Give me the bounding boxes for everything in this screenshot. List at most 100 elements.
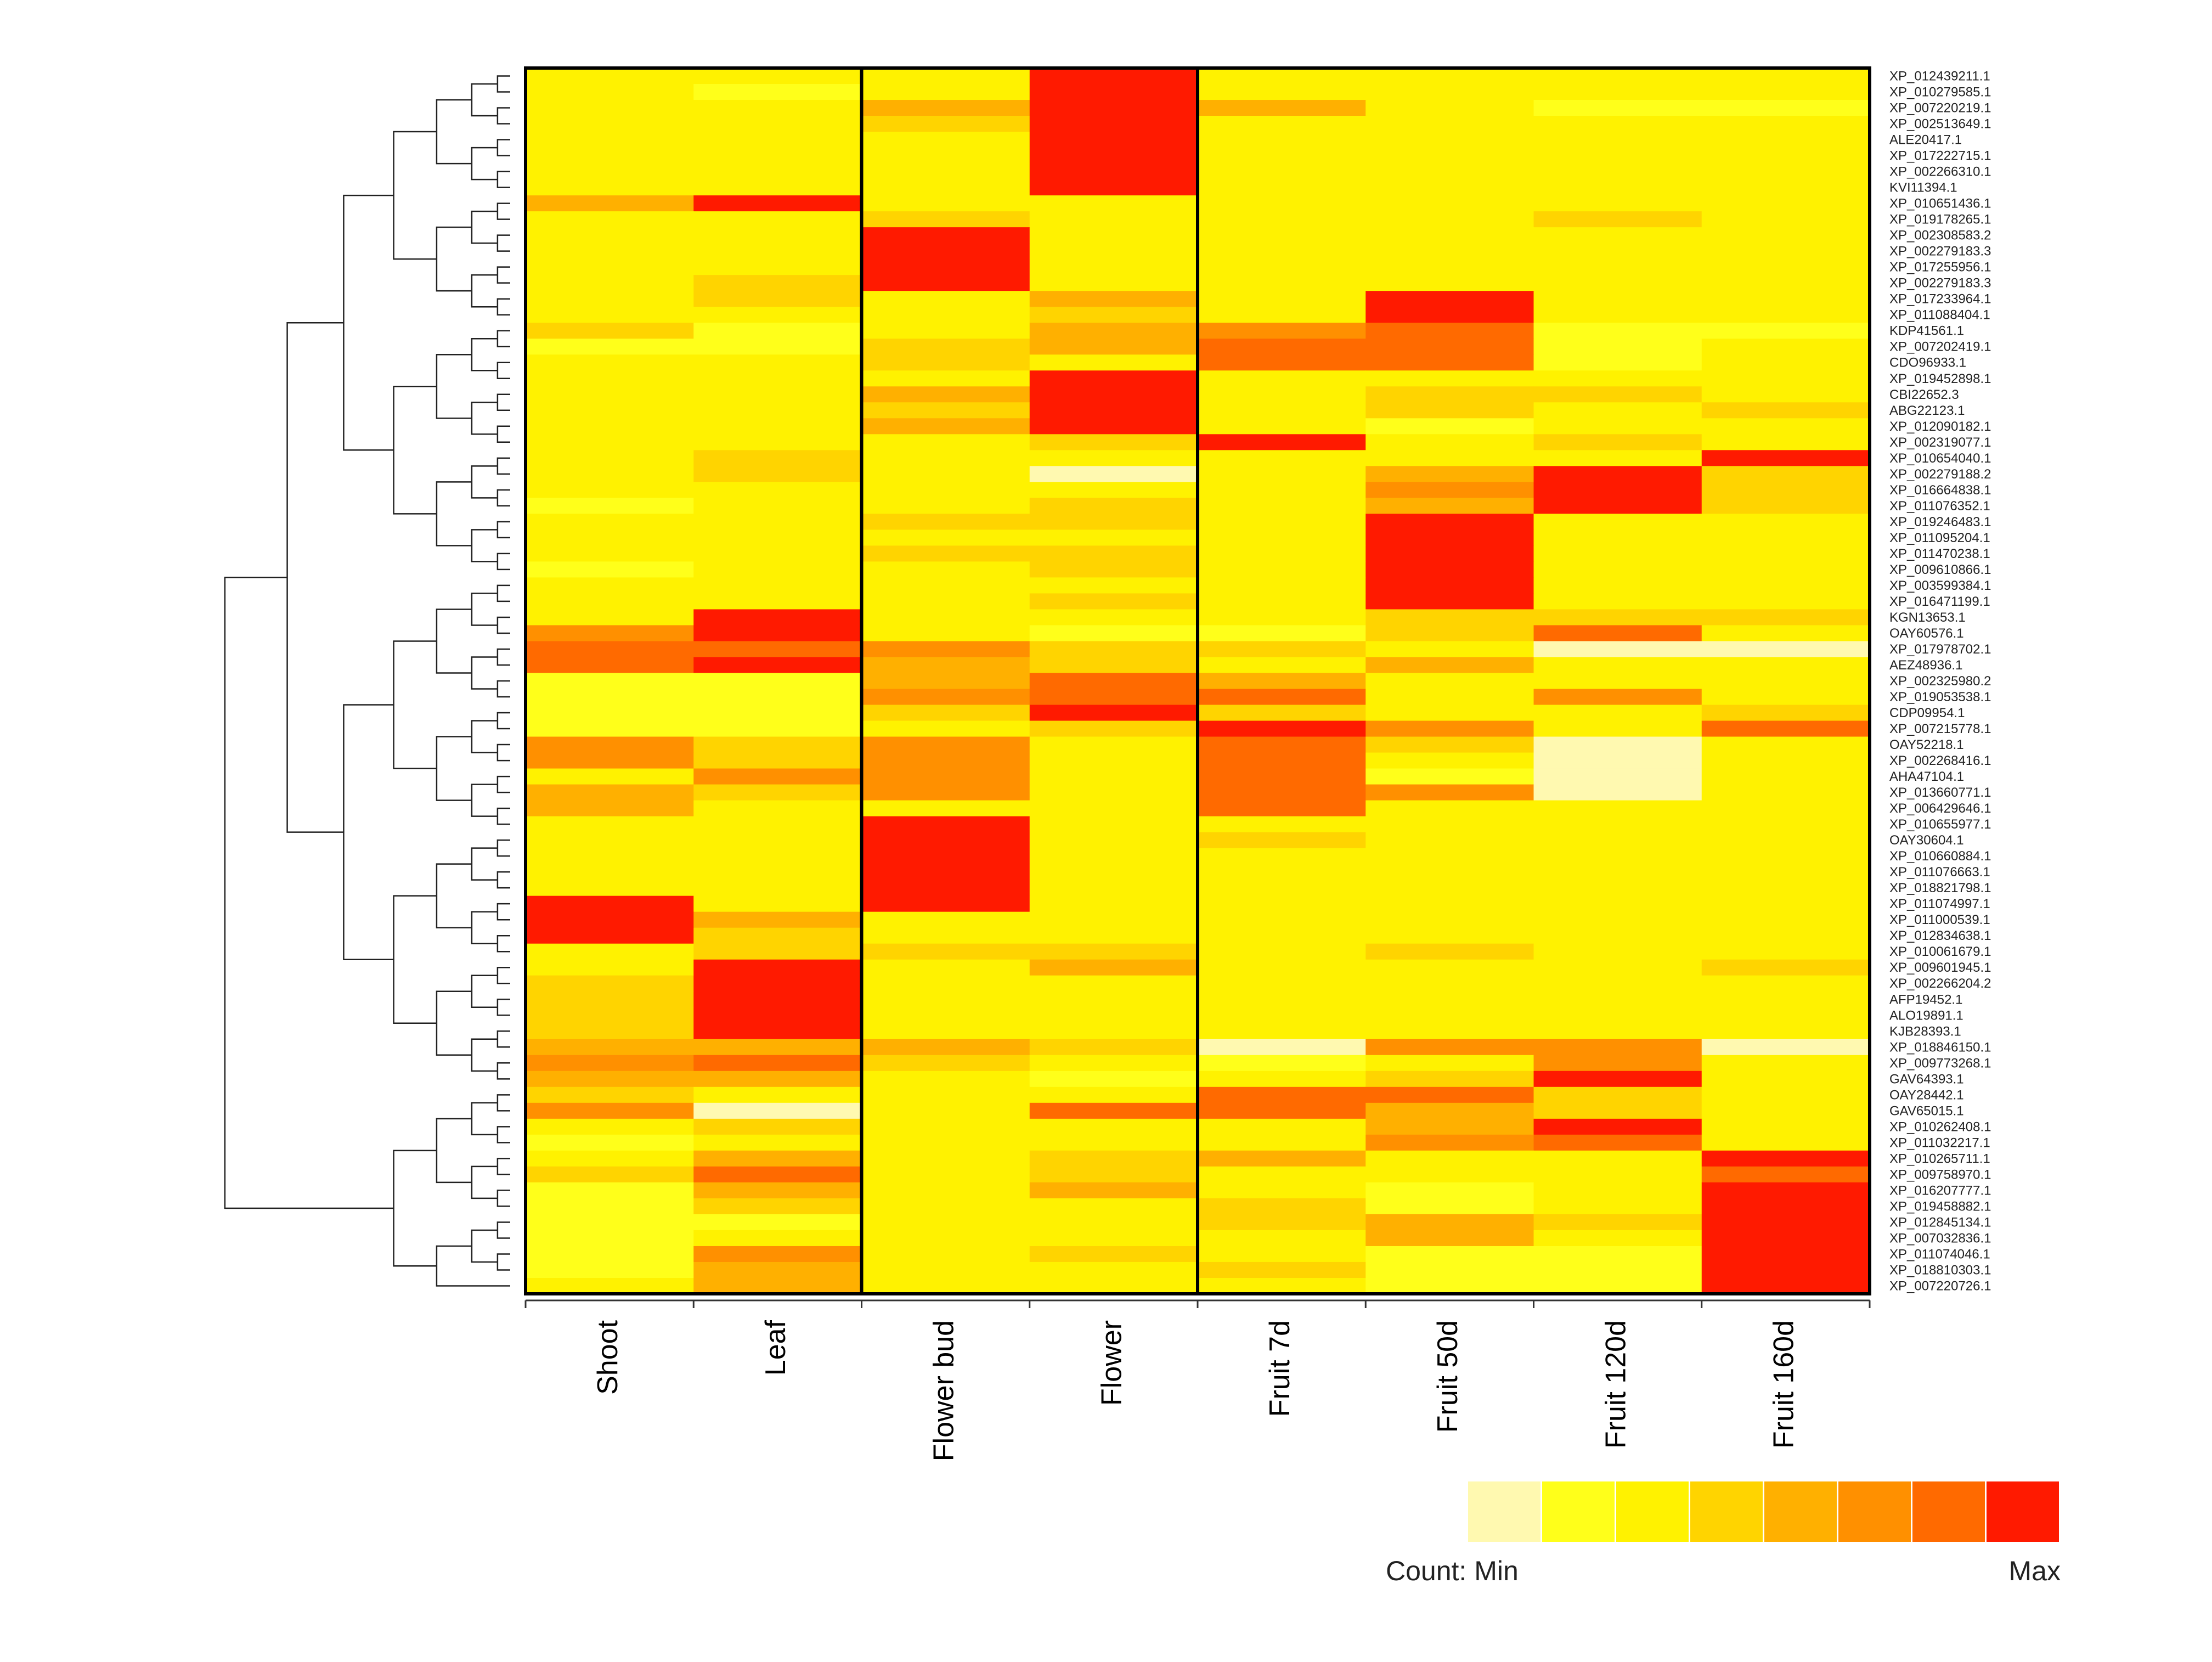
heatmap-cell — [1029, 84, 1198, 100]
heatmap-cell — [1533, 593, 1702, 610]
heatmap-cell — [1533, 991, 1702, 1008]
heatmap-cell — [1198, 880, 1366, 897]
dendrogram-branch — [393, 131, 437, 260]
heatmap-cell — [693, 609, 862, 626]
heatmap-cell — [1365, 911, 1534, 928]
row-label: XP_011076663.1 — [1889, 865, 1990, 880]
dendrogram-branch — [496, 139, 510, 156]
heatmap-cell — [526, 1071, 694, 1088]
heatmap-cell — [1029, 1086, 1198, 1103]
heatmap-cell — [1029, 577, 1198, 594]
heatmap-cell — [1701, 529, 1870, 546]
heatmap-cell — [1533, 577, 1702, 594]
heatmap-cell — [861, 1118, 1030, 1135]
column-label: Fruit 50d — [1432, 1320, 1464, 1433]
heatmap-cell — [693, 991, 862, 1008]
heatmap-cell — [861, 1102, 1030, 1119]
dendrogram-branch — [471, 402, 498, 435]
heatmap-cell — [1198, 1150, 1366, 1167]
heatmap-cell — [1533, 339, 1702, 355]
heatmap-cell — [1365, 164, 1534, 180]
row-label: XP_018810303.1 — [1889, 1263, 1991, 1277]
heatmap-cell — [526, 1277, 694, 1294]
heatmap-cell — [693, 386, 862, 403]
heatmap-cell — [526, 768, 694, 785]
dendrogram-branch — [343, 704, 394, 960]
heatmap-cell — [1365, 1230, 1534, 1247]
heatmap-cell — [1365, 275, 1534, 291]
heatmap-cell — [1701, 895, 1870, 912]
row-label: XP_010655977.1 — [1889, 817, 1991, 832]
heatmap-cell — [1701, 1007, 1870, 1024]
heatmap-cell — [1533, 227, 1702, 244]
heatmap-cell — [1533, 1055, 1702, 1072]
row-label: CDO96933.1 — [1889, 356, 1966, 370]
heatmap-cell — [1198, 975, 1366, 992]
dendrogram-branch — [496, 1030, 510, 1048]
heatmap-cell — [526, 1039, 694, 1056]
heatmap-cell — [861, 1277, 1030, 1294]
heatmap-cell — [861, 720, 1030, 737]
heatmap-cell — [1533, 832, 1702, 849]
dendrogram-branch — [496, 107, 510, 125]
heatmap-cell — [1198, 466, 1366, 482]
heatmap-cell — [693, 1023, 862, 1040]
heatmap-cell — [1701, 800, 1870, 817]
heatmap-cell — [1365, 1102, 1534, 1119]
heatmap-cell — [693, 736, 862, 753]
heatmap-cell — [693, 450, 862, 466]
dendrogram-branch — [496, 171, 510, 188]
heatmap-cell — [1029, 1277, 1198, 1294]
heatmap-cell — [1029, 880, 1198, 897]
heatmap-cell — [1701, 370, 1870, 387]
heatmap-cell — [693, 641, 862, 658]
heatmap-cell — [1029, 195, 1198, 212]
heatmap-cell — [1029, 864, 1198, 881]
heatmap-cell — [1198, 1214, 1366, 1231]
heatmap-cell — [1198, 959, 1366, 976]
heatmap-cell — [526, 323, 694, 339]
heatmap-cell — [693, 482, 862, 498]
heatmap-cell — [693, 880, 862, 897]
heatmap-cell — [1365, 1118, 1534, 1135]
dendrogram-branch — [496, 234, 510, 252]
heatmap-cell — [1198, 84, 1366, 100]
heatmap-cell — [1701, 625, 1870, 642]
heatmap-cell — [1198, 1182, 1366, 1199]
heatmap-cell — [1365, 752, 1534, 769]
heatmap-cell — [1365, 1261, 1534, 1278]
dendrogram-branch — [436, 353, 472, 419]
heatmap-cell — [1029, 816, 1198, 833]
heatmap-cell — [861, 848, 1030, 865]
dendrogram-branch — [471, 274, 498, 308]
heatmap-cell — [1533, 259, 1702, 275]
heatmap-cell — [1198, 1246, 1366, 1263]
heatmap-cell — [693, 1261, 862, 1278]
heatmap-cell — [526, 1261, 694, 1278]
heatmap-cell — [861, 705, 1030, 722]
row-label: XP_002279183.3 — [1889, 244, 1991, 259]
heatmap-cell — [1365, 1086, 1534, 1103]
heatmap-cell — [1365, 927, 1534, 944]
row-label: XP_007202419.1 — [1889, 340, 1991, 354]
row-label: OAY60576.1 — [1889, 626, 1964, 641]
heatmap-cell — [1198, 259, 1366, 275]
heatmap-cell — [693, 307, 862, 323]
heatmap-cell — [693, 370, 862, 387]
heatmap-cell — [1029, 132, 1198, 148]
heatmap-cell — [1198, 164, 1366, 180]
dendrogram-branch — [496, 775, 510, 793]
dendrogram-branch — [496, 457, 510, 475]
dendrogram-branch — [224, 577, 394, 1209]
heatmap-cell — [526, 243, 694, 260]
row-label: XP_009773268.1 — [1889, 1056, 1991, 1071]
heatmap-cell — [1533, 1134, 1702, 1151]
heatmap-cell — [861, 323, 1030, 339]
heatmap-cell — [1701, 1182, 1870, 1199]
dendrogram-branch — [496, 616, 510, 634]
heatmap-cell — [1701, 434, 1870, 450]
heatmap-cell — [526, 148, 694, 164]
heatmap-cell — [1365, 211, 1534, 228]
heatmap-cell — [526, 943, 694, 960]
heatmap-cell — [1365, 943, 1534, 960]
